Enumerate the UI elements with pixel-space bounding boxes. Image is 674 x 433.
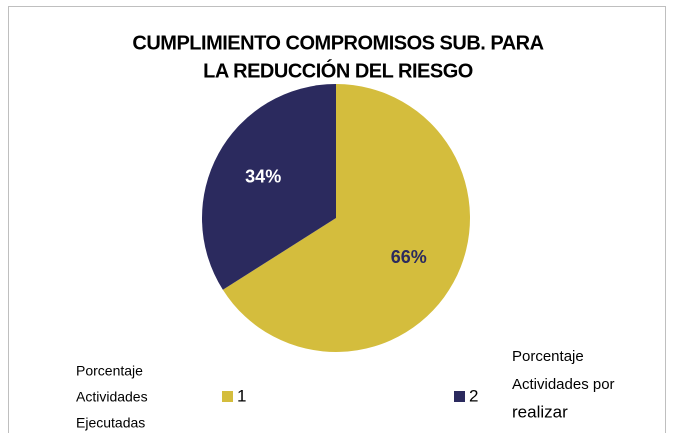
data-label: 66% [391,247,427,267]
chart-title: CUMPLIMIENTO COMPROMISOS SUB. PARA [132,32,543,54]
legend-swatch [222,391,233,402]
pie-slice [222,84,471,353]
annotation: realizar [512,402,568,421]
chart-title: LA REDUCCIÓN DEL RIESGO [203,58,473,82]
annotation: Porcentaje [76,363,143,379]
legend-swatch [454,391,465,402]
legend-label: 2 [469,386,478,405]
annotation: Ejecutadas [76,415,145,431]
legend-label: 1 [237,386,246,405]
annotation: Porcentaje [512,348,584,365]
annotation: Actividades por [512,376,615,393]
pie-slice [202,84,336,290]
data-label: 34% [245,167,281,187]
annotation: Actividades [76,389,148,405]
